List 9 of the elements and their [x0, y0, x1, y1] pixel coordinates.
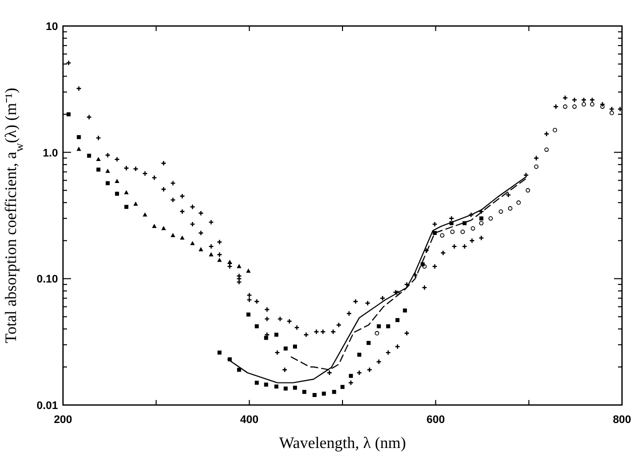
y-tick-label: 0.10 [36, 274, 58, 286]
x-axis-title: Wavelength, λ (nm) [279, 435, 406, 452]
y-tick-label: 0.01 [36, 400, 58, 412]
y-tick-label: 10 [46, 21, 58, 33]
y-tick-label: 1.0 [42, 147, 58, 160]
x-tick-label: 200 [54, 414, 72, 426]
x-tick-label: 400 [240, 414, 259, 426]
x-tick-label: 800 [612, 414, 632, 426]
x-tick-label: 600 [426, 414, 445, 426]
